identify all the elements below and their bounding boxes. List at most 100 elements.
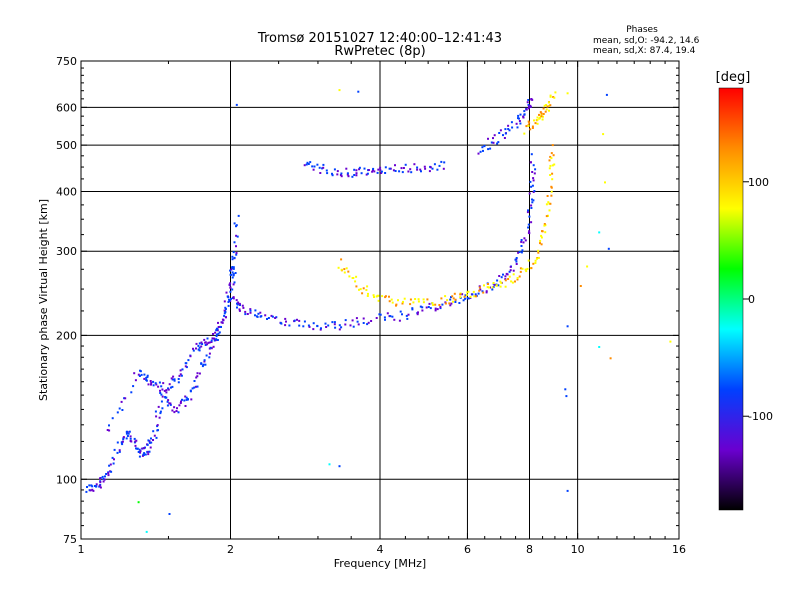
data-point [215, 329, 218, 332]
data-point [232, 297, 235, 300]
data-point [170, 377, 173, 380]
data-point [141, 454, 144, 457]
data-point [383, 316, 386, 319]
data-point [504, 278, 507, 281]
data-point [149, 380, 152, 382]
data-point [517, 251, 520, 254]
data-point [376, 171, 379, 174]
data-point [552, 154, 555, 157]
data-point [179, 402, 182, 404]
data-point [355, 169, 358, 172]
data-point [222, 319, 225, 322]
data-point [424, 167, 427, 170]
data-point [154, 382, 157, 385]
data-point [256, 315, 259, 318]
data-point [365, 289, 368, 291]
data-point [429, 166, 432, 169]
data-point [171, 378, 174, 381]
data-point [139, 450, 142, 452]
data-point [138, 455, 141, 458]
colorbar-tick-label: 100 [748, 176, 769, 189]
stats-heading: Phases [626, 25, 658, 35]
data-point [307, 324, 310, 327]
data-point [495, 284, 498, 287]
data-point [515, 260, 518, 263]
data-point [238, 308, 241, 311]
data-point [517, 114, 520, 117]
data-point [210, 341, 213, 343]
data-point [566, 92, 569, 95]
data-point [331, 174, 334, 177]
data-point [545, 203, 548, 206]
data-point [139, 370, 142, 373]
data-point [235, 299, 238, 302]
data-point [422, 298, 425, 301]
data-point [148, 450, 151, 453]
data-point [602, 133, 605, 136]
data-point [504, 128, 507, 131]
data-point [237, 301, 240, 304]
data-point [362, 287, 365, 290]
data-point [406, 317, 409, 320]
data-point [511, 281, 514, 284]
data-point [312, 322, 315, 325]
data-point [192, 347, 194, 350]
x-tick-label: 2 [227, 543, 234, 556]
data-point [444, 301, 447, 304]
data-point [152, 439, 154, 441]
data-point [351, 319, 354, 322]
data-point [407, 170, 410, 173]
data-point [201, 343, 204, 345]
data-point [220, 326, 222, 328]
data-point [509, 269, 512, 272]
y-tick-label: 600 [56, 101, 77, 114]
data-point [128, 430, 131, 433]
data-point [401, 171, 404, 174]
data-point [235, 253, 238, 256]
data-point [293, 319, 296, 322]
data-point [550, 190, 553, 193]
data-point [496, 279, 499, 282]
data-point [429, 307, 432, 310]
colorbar-tick-label: 0 [748, 293, 755, 306]
data-point [532, 177, 535, 180]
data-point [298, 319, 301, 322]
data-point [177, 381, 180, 384]
data-point [235, 224, 238, 227]
data-point [536, 119, 539, 122]
data-point [417, 300, 420, 303]
data-point [543, 224, 546, 227]
data-point [313, 165, 316, 168]
data-point [439, 307, 442, 310]
data-point [377, 299, 380, 302]
data-point [539, 111, 542, 114]
data-point [441, 303, 444, 306]
data-point [120, 441, 123, 444]
data-point [477, 292, 480, 295]
data-point [216, 339, 219, 341]
data-point [338, 324, 341, 327]
data-point [493, 134, 496, 137]
data-point [196, 385, 199, 388]
data-point [99, 481, 102, 484]
data-point [322, 163, 325, 166]
data-point [316, 325, 319, 328]
data-point [210, 339, 213, 342]
data-point [530, 185, 533, 188]
data-point [519, 113, 522, 116]
data-point [379, 169, 382, 172]
data-point [340, 172, 343, 175]
data-point [362, 322, 365, 324]
data-point [436, 168, 439, 171]
data-point [230, 273, 233, 276]
data-point [527, 99, 530, 101]
data-point [481, 146, 484, 149]
data-point [338, 328, 341, 331]
data-point [372, 169, 374, 172]
data-point [198, 372, 201, 375]
data-point [402, 300, 404, 303]
data-point [92, 489, 95, 492]
data-point [165, 389, 168, 392]
data-point [532, 164, 535, 167]
data-point [414, 298, 417, 300]
